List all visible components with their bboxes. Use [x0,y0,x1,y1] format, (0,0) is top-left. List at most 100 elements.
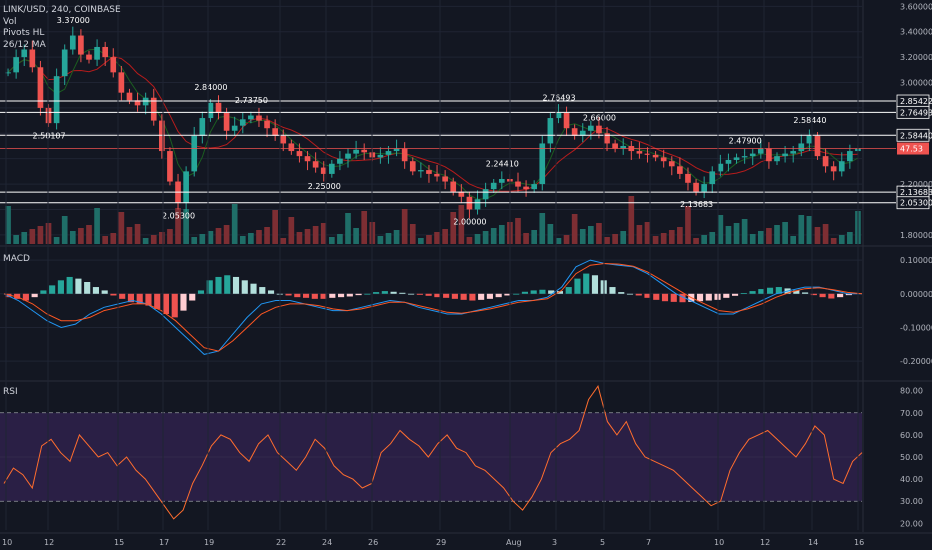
pivot-label: 2.24410 [486,159,519,168]
candle-body [401,148,408,162]
level-tag-box [896,128,930,142]
volume-bar [159,232,165,244]
macd-histogram-bar [136,293,143,304]
macd-histogram-bar [670,293,677,302]
volume-bar [442,229,448,244]
volume-bar [61,216,68,244]
candle-body [142,97,149,106]
macd-histogram-bar [618,292,625,294]
rsi-tick: 40.00 [900,475,923,484]
macd-histogram-bar [793,290,800,294]
candle-body [660,157,667,162]
volume-bar [790,236,797,244]
macd-histogram-bar [224,275,231,294]
candle-body [458,191,465,197]
candle-body [547,118,554,144]
pivot-label: 2.73750 [235,96,268,105]
macd-histogram-bar [408,293,415,295]
volume-bar [847,232,853,244]
candle-body [482,189,489,200]
rsi-tick: 60.00 [900,431,923,440]
macd-histogram-bar [355,293,362,296]
level-tag-box [896,105,930,119]
candle-body [450,181,457,192]
volume-bar [69,231,76,244]
macd-histogram-bar [154,293,161,309]
macd-histogram-bar [819,293,826,298]
price-tick: 1.80000 [900,231,932,240]
candle-body [806,135,813,144]
volume-bar [110,233,117,244]
candle-body [280,135,287,144]
x-tick: 3 [552,538,557,547]
macd-histogram-bar [661,293,669,302]
macd-histogram-bar [145,293,152,306]
volume-bar [118,212,125,244]
candle-body [830,166,837,172]
macd-histogram-bar [434,293,441,298]
level-tag: 2.85422 [900,97,932,106]
volume-bar [45,223,52,244]
macd-histogram-bar [206,280,213,294]
macd-histogram-bar [31,293,38,298]
x-tick: 10 [2,538,12,547]
candle-body [13,57,19,73]
x-tick: 5 [600,538,605,547]
volume-bar [628,196,635,244]
macd-histogram-bar [364,293,371,295]
candle-body [159,120,165,152]
volume-bar [498,225,505,244]
macd-histogram-bar [40,290,47,294]
volume-bar [490,228,497,244]
macd-histogram-bar [635,293,642,296]
volume-bar [701,235,707,244]
candle-body [668,161,675,167]
macd-tick: 0.10000 [900,256,932,265]
candle-body [717,163,724,172]
macd-histogram-bar [731,293,739,296]
macd-histogram-bar [767,287,774,294]
candle-body [393,148,400,152]
candle-body [426,170,432,174]
macd-histogram-bar [84,282,91,294]
price-panel[interactable]: 2.85422 2.76493 2.58440 2.13683 2.05300 47.53… [0,0,932,532]
volume-bar [806,216,813,244]
candle-body [207,102,214,119]
volume-bar [434,232,440,244]
volume-bar [604,237,610,244]
volume-bar [418,238,424,244]
candle-body [409,161,416,172]
candle-body [231,125,238,131]
pivot-label: 2.00000 [453,218,486,227]
volume-bar [838,235,845,244]
level-tag-box [896,196,930,210]
candle-body [798,143,805,152]
candle-body [78,35,84,55]
volume-bar [523,233,529,244]
volume-bar [377,236,384,244]
volume-bar [37,226,44,244]
macd-histogram-bar [57,280,64,294]
macd-histogram-bar [469,293,476,301]
volume-bar [328,237,335,244]
volume-bar [709,232,716,244]
macd-histogram-bar [399,292,406,294]
macd-histogram-bar [451,293,458,299]
candle-body [749,153,756,157]
candle-body [539,143,546,185]
macd-histogram-bar [548,290,555,294]
volume-bar [256,230,262,244]
macd-histogram-bar [583,273,590,294]
rsi-label: RSI [3,387,18,397]
candle-body [757,148,764,154]
rsi-tick: 70.00 [900,409,923,418]
volume-bar [288,217,295,244]
candle-body [134,100,141,106]
price-tick: 3.20000 [900,53,932,62]
pivot-label: 2.58440 [793,116,826,125]
volume-bar [215,228,222,244]
macd-histogram-bar [320,293,327,299]
macd-histogram-bar [390,291,397,294]
volume-bar [636,225,643,244]
